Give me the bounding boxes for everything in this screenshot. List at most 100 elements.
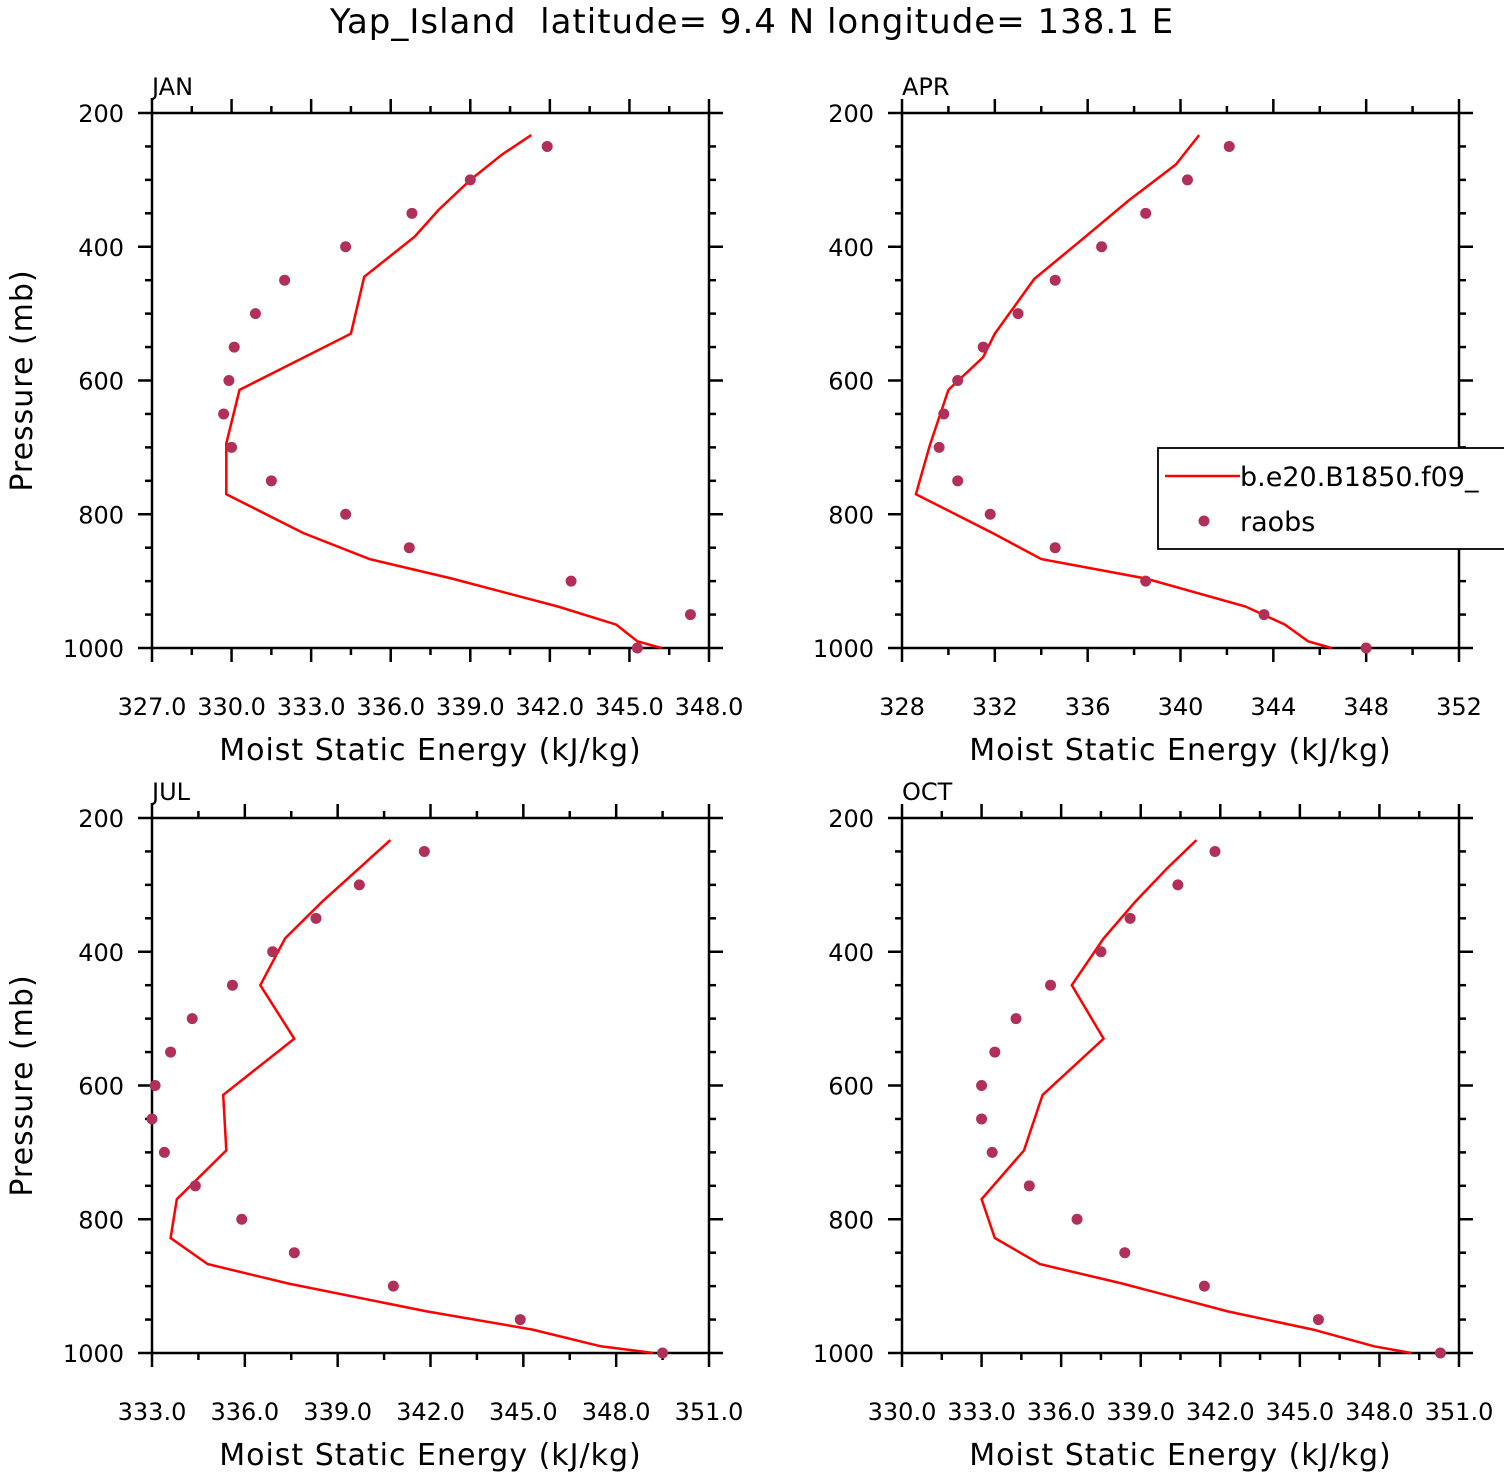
- raobs-marker: [418, 845, 430, 857]
- raobs-marker: [1124, 912, 1136, 924]
- raobs-marker: [565, 575, 577, 587]
- y-tick-label: 600: [78, 368, 124, 396]
- x-tick-label: 348.0: [675, 693, 744, 721]
- raobs-marker: [279, 274, 291, 286]
- raobs-marker: [938, 408, 950, 420]
- raobs-marker: [387, 1280, 399, 1292]
- x-tick-label: 348: [1343, 693, 1389, 721]
- raobs-marker: [684, 609, 696, 621]
- y-tick-label: 1000: [813, 635, 874, 663]
- raobs-marker: [406, 207, 418, 219]
- raobs-marker: [1012, 308, 1024, 320]
- figure-title: Yap_Island latitude= 9.4 N longitude= 13…: [329, 2, 1175, 42]
- x-tick-label: 342.0: [396, 1398, 465, 1426]
- panel-jan: 200 400 600 800 1000 327.0 330.0 333.0 336.0 339.…: [5, 73, 743, 768]
- x-tick-label: 352: [1436, 693, 1482, 721]
- x-axis-title: Moist Static Energy (kJ/kg): [219, 733, 642, 768]
- x-tick-label: 336.0: [1027, 1398, 1096, 1426]
- raobs-marker: [1045, 979, 1057, 991]
- x-tick-label: 336: [1065, 693, 1111, 721]
- raobs-marker: [1209, 845, 1221, 857]
- raobs-marker: [464, 174, 476, 186]
- y-tick-label: 800: [828, 501, 874, 529]
- y-tick-label: 1000: [63, 1340, 124, 1368]
- raobs-marker: [218, 408, 230, 420]
- x-tick-label: 340: [1158, 693, 1204, 721]
- raobs-marker: [952, 475, 964, 487]
- raobs-marker: [977, 341, 989, 353]
- raobs-marker: [1049, 274, 1061, 286]
- raobs-marker: [310, 912, 322, 924]
- legend-box: [1157, 447, 1504, 550]
- raobs-marker: [288, 1247, 300, 1259]
- panel-oct: 200 400 600 800 1000 330.0 333.0 336.0 339.0 342.…: [813, 778, 1493, 1473]
- raobs-marker: [976, 1080, 988, 1091]
- raobs-marker: [1096, 241, 1108, 253]
- y-tick-label: 600: [828, 1073, 874, 1101]
- x-tick-label: 342.0: [515, 693, 584, 721]
- x-tick-label: 339.0: [1106, 1398, 1175, 1426]
- x-tick-label: 328: [879, 693, 925, 721]
- raobs-marker: [1071, 1213, 1083, 1225]
- raobs-marker: [186, 1013, 198, 1025]
- raobs-marker: [1119, 1247, 1131, 1259]
- raobs-marker: [1223, 140, 1235, 152]
- x-tick-label: 351.0: [675, 1398, 744, 1426]
- y-tick-label: 600: [78, 1073, 124, 1101]
- raobs-marker: [933, 441, 945, 453]
- raobs-marker: [631, 642, 643, 654]
- x-tick-label: 333.0: [118, 1398, 187, 1426]
- raobs-marker: [146, 1113, 158, 1125]
- raobs-marker: [1023, 1180, 1035, 1192]
- model-series-line: [169, 839, 654, 1355]
- raobs-marker: [223, 375, 235, 386]
- x-tick-label: 336.0: [356, 693, 425, 721]
- x-tick-label: 344: [1250, 693, 1296, 721]
- panel-label: OCT: [902, 778, 953, 806]
- raobs-marker: [236, 1213, 248, 1225]
- x-axis-title: Moist Static Energy (kJ/kg): [969, 733, 1392, 768]
- panel-label: JUL: [150, 778, 191, 806]
- legend-raobs-swatch: [1198, 515, 1210, 527]
- x-tick-label: 345.0: [489, 1398, 558, 1426]
- raobs-marker: [541, 140, 553, 152]
- y-tick-label: 1000: [813, 1340, 874, 1368]
- x-tick-label: 339.0: [303, 1398, 372, 1426]
- x-axis-title: Moist Static Energy (kJ/kg): [219, 1438, 642, 1473]
- x-tick-label: 333.0: [277, 693, 346, 721]
- x-tick-label: 348.0: [1345, 1398, 1414, 1426]
- raobs-marker: [986, 1146, 998, 1158]
- x-axis-title: Moist Static Energy (kJ/kg): [969, 1438, 1392, 1473]
- model-series-line: [914, 134, 1332, 650]
- x-tick-label: 345.0: [595, 693, 664, 721]
- raobs-marker: [228, 341, 240, 353]
- raobs-marker: [158, 1146, 170, 1158]
- y-tick-label: 200: [78, 100, 124, 128]
- raobs-marker: [149, 1080, 161, 1091]
- x-tick-label: 327.0: [118, 693, 187, 721]
- panel-label: APR: [902, 73, 950, 101]
- y-tick-label: 400: [828, 939, 874, 967]
- raobs-marker: [1010, 1013, 1022, 1025]
- x-tick-label: 333.0: [947, 1398, 1016, 1426]
- raobs-marker: [1095, 946, 1107, 958]
- model-series-line: [225, 134, 662, 650]
- raobs-marker: [249, 308, 261, 320]
- y-tick-label: 400: [828, 234, 874, 262]
- panel-jul: 200 400 600 800 1000 333.0 336.0 339.0 342.0 345.…: [5, 778, 743, 1473]
- raobs-marker: [403, 542, 415, 554]
- y-tick-label: 600: [828, 368, 874, 396]
- y-tick-label: 800: [78, 501, 124, 529]
- y-tick-label: 200: [828, 805, 874, 833]
- y-axis-title: Pressure (mb): [5, 974, 40, 1196]
- raobs-marker: [976, 1113, 988, 1125]
- x-tick-label: 342.0: [1186, 1398, 1255, 1426]
- x-tick-label: 330.0: [197, 693, 266, 721]
- raobs-marker: [1434, 1347, 1446, 1359]
- raobs-marker: [1140, 207, 1152, 219]
- plot-frame: [150, 111, 711, 650]
- raobs-marker: [657, 1347, 669, 1359]
- raobs-marker: [189, 1180, 201, 1192]
- y-tick-label: 800: [828, 1206, 874, 1234]
- raobs-marker: [1049, 542, 1061, 554]
